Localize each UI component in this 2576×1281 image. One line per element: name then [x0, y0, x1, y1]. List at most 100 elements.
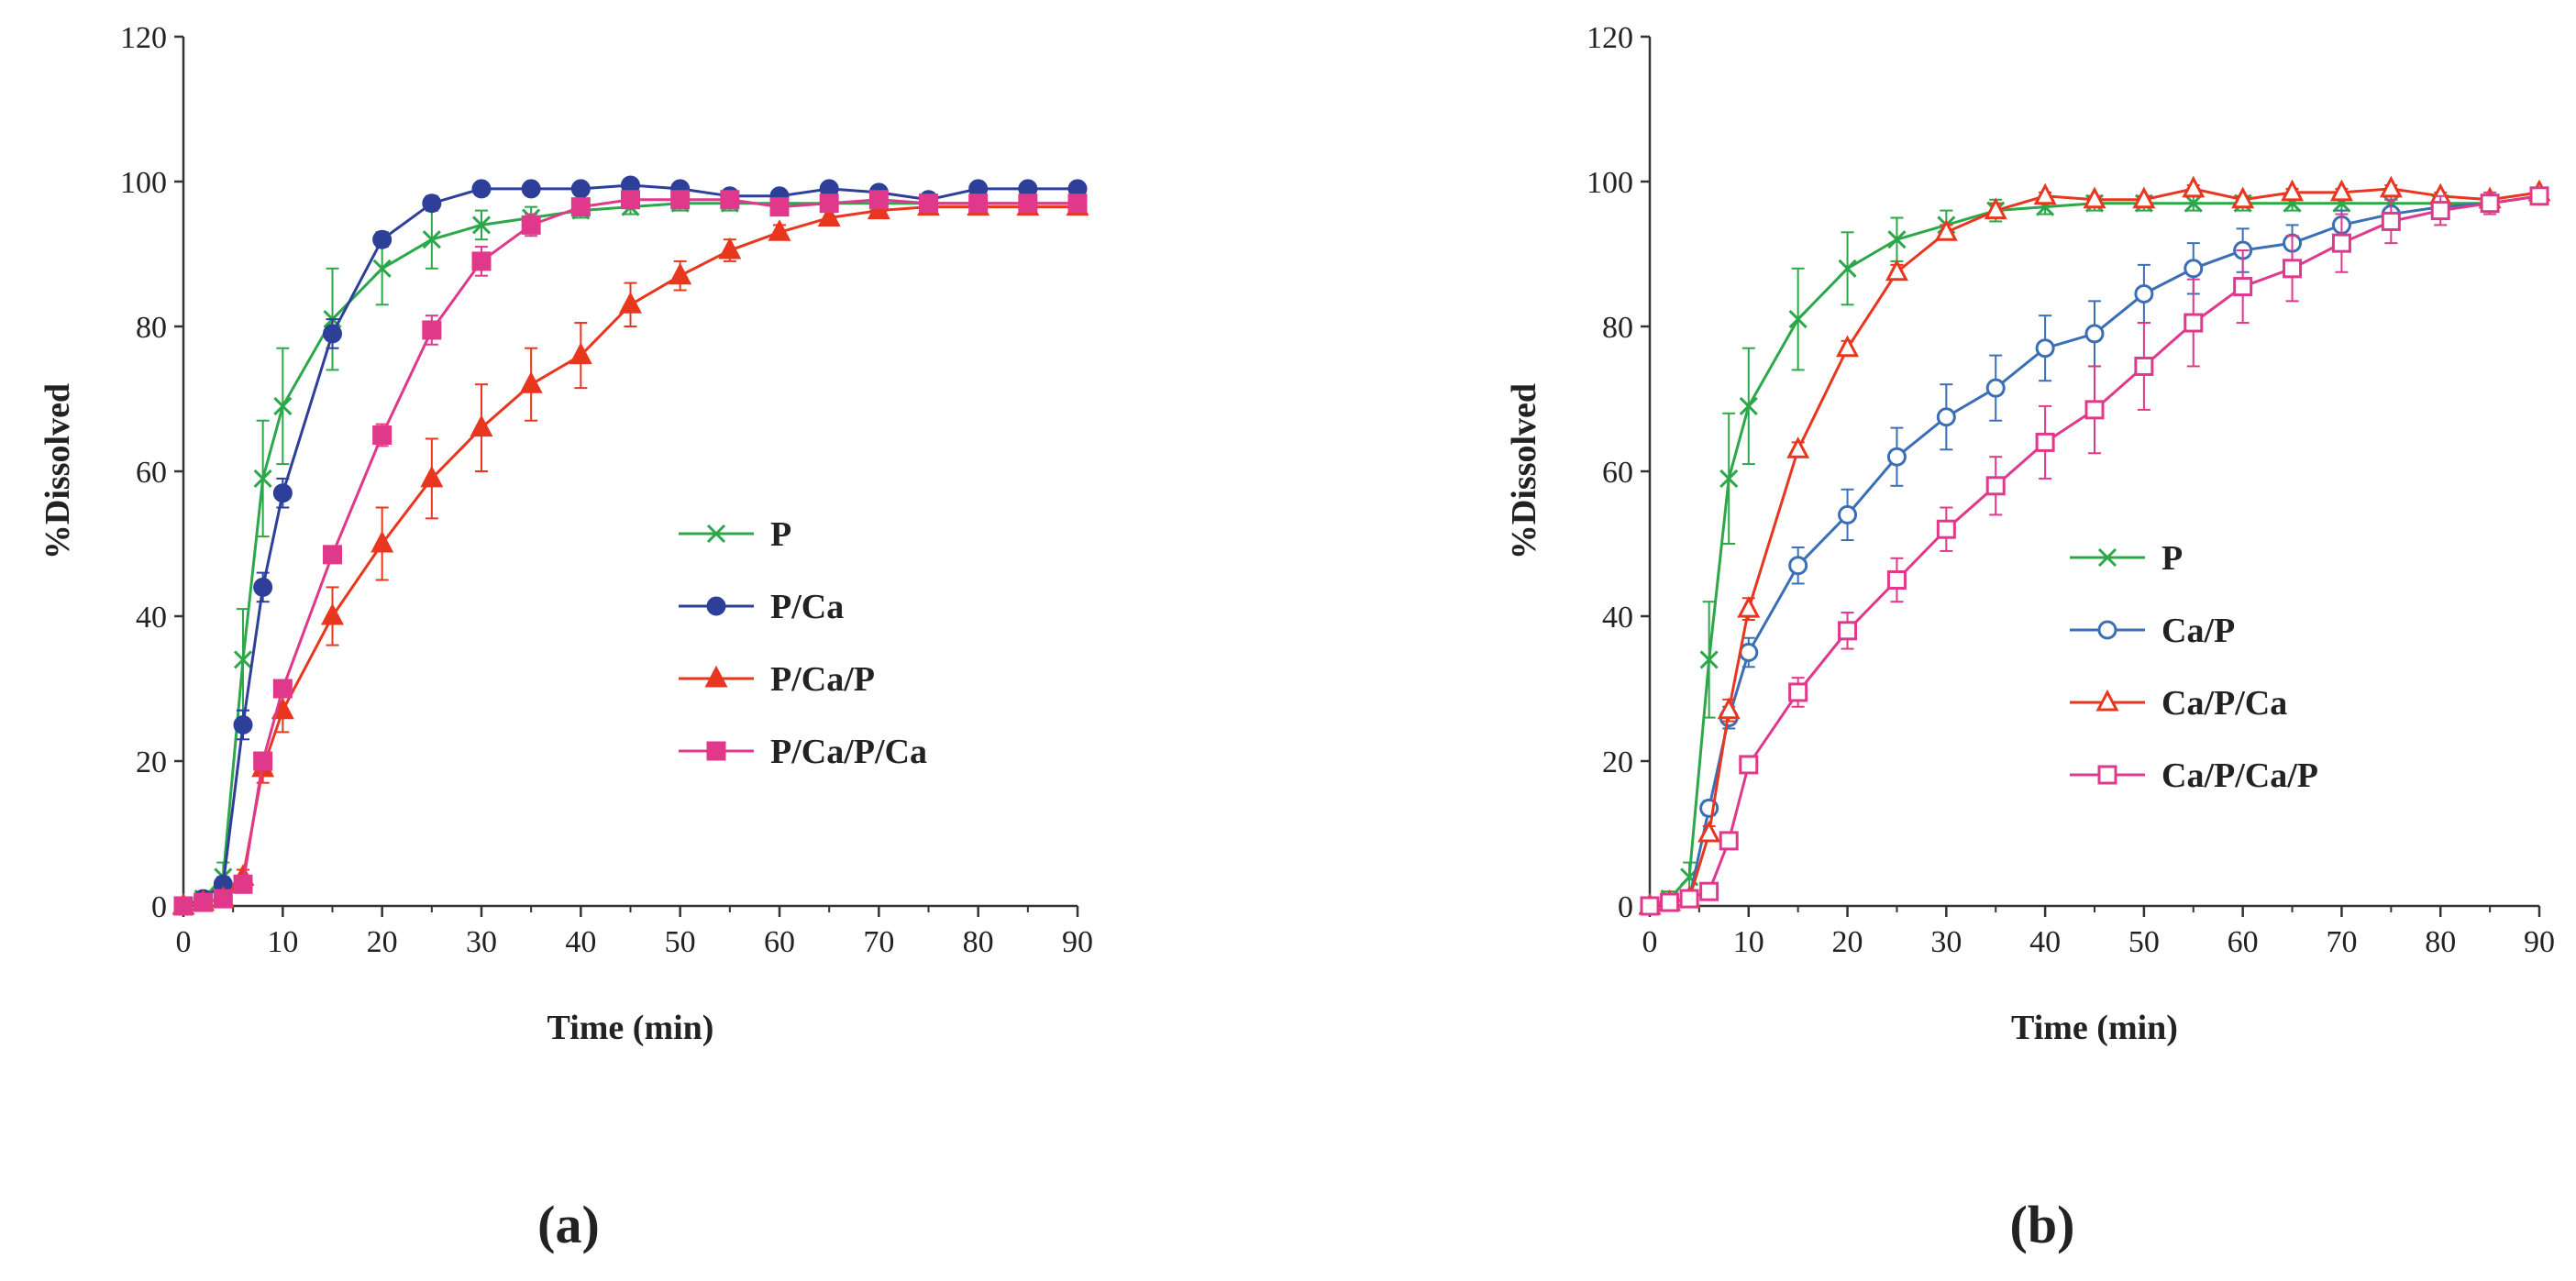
chart-b-legend-label: P [2161, 539, 2183, 578]
chart-a-y-tick-label: 80 [136, 311, 167, 345]
chart-b-series-ca-p-ca-line [1649, 187, 2540, 908]
chart-b-series-ca-p-ca-point [1737, 595, 1761, 618]
chart-b-series-ca-p-ca-p-point [2430, 201, 2450, 221]
chart-a-series-p-ca-point [570, 179, 591, 199]
chart-panel-a: 0 20 40 60 80 100 120 0 10 20 30 40 50 60 70 80 90 Time (… [0, 0, 1288, 1276]
chart-b-series-ca-p-ca-p-point [2529, 186, 2549, 206]
chart-b-series-ca-p-ca-point [2182, 175, 2206, 198]
chart-b-x-tick-label: 70 [2326, 925, 2357, 959]
chart-b-series-ca-p-ca-p-point [2035, 432, 2055, 452]
chart-b-legend-item-ca-p-ca: Ca/P/Ca [2070, 684, 2287, 723]
chart-b-series-ca-p-ca-point [1984, 197, 2007, 220]
chart-b-x-tick-label: 10 [1733, 925, 1764, 959]
chart-a-series-p-ca-point [521, 179, 541, 199]
chart-b-series-ca-p-point [1739, 643, 1759, 662]
chart-a-series-p-ca-p-ca-point [323, 545, 342, 565]
chart-a-x-axis-title: Time (min) [547, 1009, 714, 1047]
chart-a-series-p-ca-p-point [569, 342, 592, 365]
chart-a-legend-marker [706, 524, 726, 544]
chart-a-x-tick-label: 20 [367, 925, 398, 959]
chart-panel-b: 0 20 40 60 80 100 120 0 10 20 30 40 50 60 70 80 90 Time (… [1288, 0, 2575, 1276]
chart-b-legend-item-p: P [2070, 539, 2183, 578]
chart-b-series-p-line [1649, 194, 2540, 908]
chart-a-series-p-ca-p-point [321, 602, 344, 625]
chart-a-series-p-ca-p-point [619, 292, 642, 314]
chart-b-legend-marker [2097, 620, 2117, 640]
chart-a-legend-item-p-ca: P/Ca [679, 588, 844, 626]
chart-b-series-ca-p-ca-p-point [1886, 570, 1907, 590]
chart-b-x-axis-title: Time (min) [2011, 1009, 2178, 1047]
chart-a-svg: 0 20 40 60 80 100 120 0 10 20 30 40 50 60 70 80 90 Time (… [39, 21, 1093, 1254]
chart-b-legend-label: Ca/P [2161, 612, 2235, 650]
chart-a-series-p-ca-p-ca-point [233, 874, 253, 894]
chart-a-series-p-ca-point [323, 324, 342, 344]
chart-a-series-p-point [253, 469, 272, 488]
chart-b-series-ca-p-ca-p-point [2134, 356, 2154, 376]
chart-a-panel-label: (a) [537, 1195, 600, 1254]
chart-b-legend-label: Ca/P/Ca/P [2161, 756, 2318, 795]
chart-a-series-p-ca-p-ca-point [570, 197, 591, 217]
chart-b-y-tick-label: 100 [1587, 166, 1633, 200]
chart-b-series-p-point [1838, 259, 1857, 278]
chart-b-series-ca-p-line [1649, 194, 2540, 908]
chart-a-series-p-ca-p-ca-point [253, 751, 273, 771]
chart-a-x-tick-label: 80 [963, 925, 994, 959]
chart-a-series-p-ca-p-ca-point [193, 892, 214, 912]
chart-a-series-p-ca-p-ca-point [422, 320, 442, 340]
chart-a-series-p-ca-p-ca-point [1067, 193, 1088, 214]
chart-a-series-p-point [471, 215, 492, 235]
chart-a-series-p-ca-p-point [817, 204, 841, 226]
chart-b-series-ca-p-ca-p-point [1739, 755, 1759, 775]
chart-a-series-p-ca-p-point [768, 219, 791, 241]
chart-b-series-ca-p-ca-p-point [1660, 892, 1680, 912]
chart-a-series-p-ca-p-ca-line [182, 198, 1078, 908]
chart-b-series-p-point [1699, 650, 1719, 669]
chart-a-series-p-ca-p-ca-point [173, 896, 193, 916]
chart-a-series-p-ca-p-ca-point [272, 679, 293, 699]
chart-b-series-ca-p-ca-p-point [1788, 682, 1808, 702]
chart-a-series-p-ca-p-point [470, 414, 493, 437]
chart-a-series-p-ca-p-ca-point [919, 193, 938, 214]
chart-b-legend-marker [2095, 689, 2119, 712]
chart-b-series-ca-p-ca-point [2083, 186, 2106, 209]
chart-b-series-p-point [2184, 193, 2203, 213]
chart-a-series-p-ca-p-point [718, 237, 742, 260]
chart-b-series-ca-p-ca-p-point [1838, 621, 1858, 641]
chart-a-series-p-ca-p-ca-point [1018, 193, 1038, 214]
chart-b-x-tick-label: 80 [2425, 925, 2456, 959]
chart-a-legend-marker [706, 596, 726, 616]
chart-a-series-p-ca-point [233, 715, 253, 734]
chart-b-series-ca-p [1640, 186, 2549, 916]
chart-a-series-p-ca-p-ca-point [720, 190, 740, 210]
chart-a-series-p-ca-point [471, 179, 492, 199]
chart-a-series-p-ca-p [171, 193, 1089, 915]
chart-a-series-p-ca-point [372, 229, 392, 249]
chart-b-series-ca-p-ca-p-point [2084, 400, 2105, 420]
chart-b-series-ca-p-point [2184, 259, 2204, 279]
chart-a-y-axis-title: %Dissolved [39, 383, 77, 559]
chart-b-x-tick-label: 90 [2524, 925, 2555, 959]
chart-b-y-axis-title: %Dissolved [1505, 383, 1543, 559]
chart-b-y-tick-label: 20 [1602, 745, 1633, 779]
chart-b-legend-marker [2097, 547, 2117, 568]
chart-a-legend-item-p-ca-p-ca: P/Ca/P/Ca [679, 733, 927, 771]
chart-b-x-tick-label: 20 [1832, 925, 1863, 959]
chart-a-x-tick-label: 70 [863, 925, 894, 959]
chart-b-series-ca-p-ca-point [1786, 436, 1810, 458]
chart-b-svg: 0 20 40 60 80 100 120 0 10 20 30 40 50 60 70 80 90 Time (… [1505, 21, 2555, 1254]
chart-b-x-tick-label: 50 [2128, 925, 2160, 959]
chart-b-x-tick-label: 30 [1930, 925, 1962, 959]
chart-a-series-p-ca-p-point [669, 262, 692, 285]
chart-a-series-p-ca-p-ca-point [521, 215, 541, 235]
chart-b-series-ca-p-ca-point [2329, 179, 2353, 202]
chart-a-legend-label: P/Ca/P [770, 660, 875, 699]
chart-a-legend-item-p-ca-p: P/Ca/P [679, 660, 875, 699]
chart-b-series-ca-p-ca-point [2033, 182, 2057, 205]
chart-b-series-ca-p-point [1788, 556, 1808, 576]
chart-a-series-p-ca-p-ca-point [213, 889, 233, 909]
chart-b-series-ca-p-ca-p-point [1640, 896, 1660, 916]
chart-a-y-tick-label: 0 [151, 890, 167, 924]
chart-b-series-ca-p-ca-point [2379, 175, 2403, 198]
chart-a-series-p-ca-p-ca [173, 190, 1088, 916]
chart-a-series-p-ca-point [253, 577, 273, 597]
